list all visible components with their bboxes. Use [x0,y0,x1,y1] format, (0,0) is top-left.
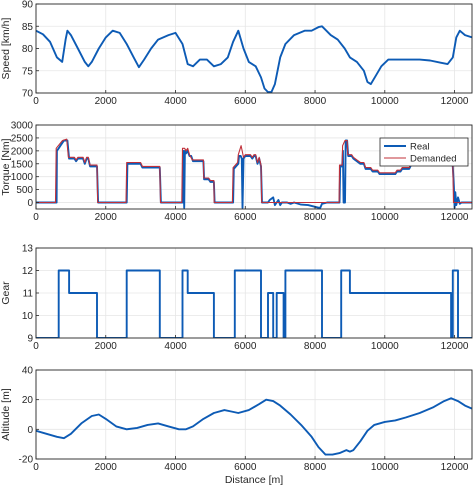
altitude-x-tick-label: 0 [33,462,39,473]
speed-x-tick-label: 8000 [304,96,327,107]
gear-series-0-line [36,269,472,338]
torque-x-tick-label: 10000 [371,212,399,223]
speed-x-tick-label: 10000 [371,96,399,107]
gear-x-tick-label: 0 [33,341,39,352]
speed-y-tick-label: 85 [22,22,34,33]
altitude-x-tick-label: 12000 [441,462,469,473]
torque-ylabel: Torque [Nm] [0,138,12,195]
torque-series-demanded-line [36,138,472,204]
speed-x-tick-label: 0 [33,96,39,107]
torque-axes-frame [35,124,473,210]
speed-x-tick-label: 6000 [234,96,257,107]
torque-y-tick-label: 2000 [11,146,34,157]
torque-x-tick-label: 6000 [234,212,257,223]
torque-x-tick-label: 8000 [304,212,327,223]
torque-panel: 0 2000 4000 6000 8000 10000 12000 0 500 1000 1500 2… [0,121,473,223]
speed-y-tick-label: 80 [22,44,34,55]
torque-y-tick-label: 1000 [11,172,34,183]
speed-y-tick-label: 75 [22,66,34,77]
altitude-y-tick-label: -20 [19,455,34,466]
gear-x-tick-label: 2000 [95,341,118,352]
speed-y-tick-label: 90 [22,0,34,11]
legend-label-demanded: Demanded [410,154,456,165]
torque-y-tick-label: 0 [27,198,33,209]
altitude-series-0-line [36,397,472,456]
gear-y-tick-label: 9 [27,334,33,345]
speed-x-tick-label: 12000 [441,96,469,107]
gear-y-tick-label: 13 [22,244,34,255]
torque-x-tick-label: 12000 [441,212,469,223]
gear-x-tick-label: 4000 [164,341,187,352]
altitude-y-tick-label: 40 [22,366,34,377]
altitude-ylabel: Altitude [m] [0,388,12,441]
gear-x-tick-label: 10000 [371,341,399,352]
torque-y-tick-label: 1500 [11,159,34,170]
altitude-panel: 0 2000 4000 6000 8000 10000 12000-2002040Altit… [0,366,473,485]
torque-y-tick-label: 2500 [11,133,34,144]
speed-y-tick-label: 70 [22,89,34,100]
altitude-xlabel: Distance [m] [225,474,283,485]
altitude-x-tick-label: 4000 [164,462,187,473]
speed-panel: 0 2000 4000 6000 8000 10000 12000 70 75 80 85 90 Spe… [0,0,473,107]
gear-x-tick-label: 8000 [304,341,327,352]
gear-x-tick-label: 6000 [234,341,257,352]
legend-label-real: Real [410,142,430,153]
legend-box [379,137,469,167]
gear-x-tick-label: 12000 [441,341,469,352]
gear-ylabel: Gear [0,281,12,305]
torque-y-tick-label: 500 [16,185,33,196]
torque-y-tick-label: 3000 [11,121,34,132]
speed-ylabel: Speed [km/h] [0,17,12,79]
altitude-y-tick-label: 20 [22,395,34,406]
altitude-x-tick-label: 8000 [304,462,327,473]
speed-x-tick-label: 4000 [164,96,187,107]
torque-x-tick-label: 2000 [95,212,118,223]
altitude-y-tick-label: 0 [27,425,33,436]
altitude-axes-frame [35,369,473,460]
torque-x-tick-label: 0 [33,212,39,223]
altitude-x-tick-label: 6000 [234,462,257,473]
torque-x-tick-label: 4000 [164,212,187,223]
gear-y-tick-label: 12 [22,266,34,277]
altitude-x-tick-label: 10000 [371,462,399,473]
altitude-plot-area [36,370,472,459]
gear-panel: 0 2000 4000 6000 8000 10000 12000 9 10 11 12 13 Gear [0,244,473,352]
gear-y-tick-label: 11 [23,289,34,300]
altitude-x-tick-label: 2000 [95,462,118,473]
speed-series-0-line [36,25,472,93]
gear-y-tick-label: 10 [22,311,34,322]
speed-x-tick-label: 2000 [95,96,118,107]
